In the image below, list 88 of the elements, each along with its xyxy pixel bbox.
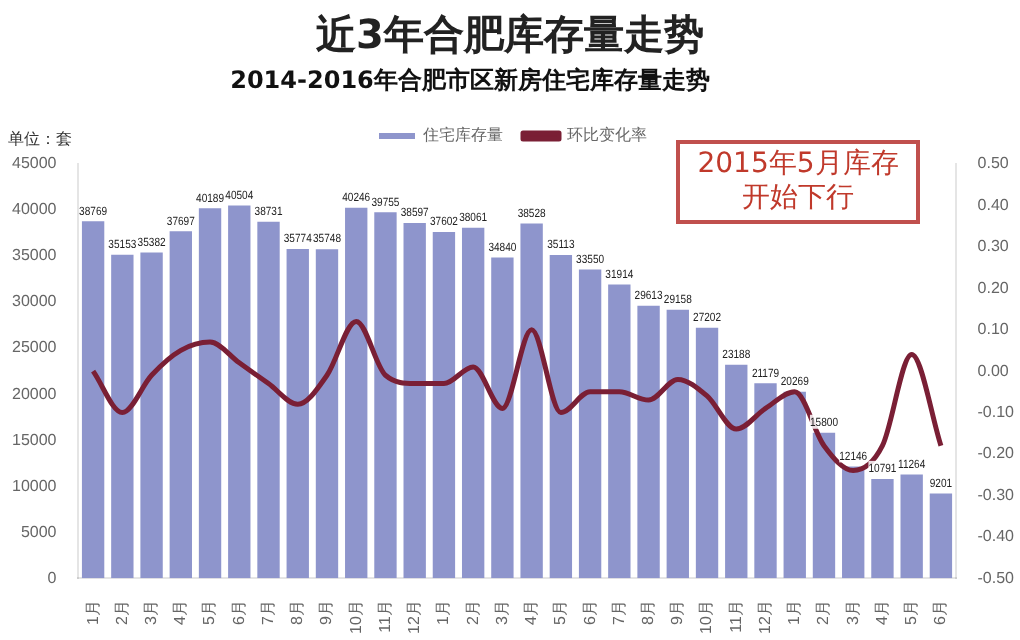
x-tick-label: 7月 <box>609 600 628 626</box>
x-tick-label: 5月 <box>551 600 570 626</box>
x-tick-label: 3月 <box>843 600 862 626</box>
y2-tick-label: -0.30 <box>977 485 1016 504</box>
y2-tick-label: 0.00 <box>977 361 1010 380</box>
bar <box>549 255 573 579</box>
bar <box>608 284 631 579</box>
x-tick-label: 3月 <box>141 600 160 626</box>
x-tick-label: 2月 <box>814 600 833 626</box>
bar <box>491 257 514 579</box>
y-tick-label: 20000 <box>11 384 58 403</box>
x-tick-label: 9月 <box>668 600 687 626</box>
x-tick-label: 2月 <box>463 600 482 626</box>
bar <box>520 223 543 579</box>
bar <box>725 364 748 579</box>
chart-title: 近3年合肥库存量走势 <box>314 8 706 62</box>
y-tick-label: 10000 <box>11 476 58 495</box>
y2-tick-label: 0.20 <box>977 278 1010 297</box>
bar <box>871 478 894 579</box>
y-tick-label: 35000 <box>11 246 58 265</box>
y-tick-label: 40000 <box>11 200 58 219</box>
y-tick-label: 25000 <box>11 338 58 357</box>
bar <box>374 212 397 579</box>
bar <box>578 269 602 579</box>
x-tick-label: 9月 <box>317 600 336 626</box>
y2-tick-label: 0.40 <box>977 195 1010 214</box>
legend-label: 环比变化率 <box>567 126 647 145</box>
bar <box>900 474 923 579</box>
x-tick-label: 7月 <box>258 600 277 626</box>
x-tick-label: 6月 <box>229 600 248 626</box>
x-tick-label: 6月 <box>580 600 599 626</box>
bar <box>111 254 134 579</box>
x-tick-label: 4月 <box>171 600 190 626</box>
x-tick-label: 11月 <box>375 600 394 633</box>
line-series <box>90 318 944 474</box>
bar <box>198 208 222 579</box>
bar <box>140 252 163 579</box>
x-tick-label: 6月 <box>931 600 950 626</box>
bar <box>432 232 456 579</box>
x-tick-label: 1月 <box>434 600 453 626</box>
y2-tick-label: -0.10 <box>977 402 1016 421</box>
x-tick-label: 5月 <box>200 600 219 626</box>
legend-label: 住宅库存量 <box>423 126 503 145</box>
x-tick-label: 4月 <box>872 600 891 626</box>
x-tick-label: 4月 <box>522 600 541 626</box>
bar <box>257 221 280 579</box>
x-tick-label: 10月 <box>697 600 716 635</box>
y-tick-label: 5000 <box>20 522 58 541</box>
bar <box>637 305 660 579</box>
bar <box>812 432 836 579</box>
x-tick-label: 1月 <box>785 600 804 626</box>
y2-tick-label: 0.50 <box>977 154 1010 173</box>
y-tick-label: 15000 <box>11 430 58 449</box>
bar <box>666 309 689 579</box>
bar <box>345 207 368 579</box>
chart-subtitle: 2014-2016年合肥市区新房住宅库存量走势 <box>228 64 712 98</box>
annotation: 2015年5月库存开始下行 <box>676 140 920 224</box>
y2-tick-label: 0.30 <box>977 237 1010 256</box>
x-tick-label: 2月 <box>112 600 131 626</box>
y-tick-label: 30000 <box>11 292 58 311</box>
bar <box>783 391 806 579</box>
x-tick-label: 11月 <box>726 600 745 633</box>
y2-tick-label: -0.40 <box>977 527 1016 546</box>
bar <box>169 231 192 579</box>
x-tick-label: 3月 <box>492 600 511 626</box>
y-axis-title: 单位：套 <box>8 130 72 149</box>
bar <box>315 249 339 579</box>
y2-tick-label: 0.10 <box>977 320 1010 339</box>
x-tick-label: 12月 <box>405 600 424 635</box>
bar <box>754 383 777 579</box>
bar <box>403 222 426 579</box>
y-tick-label: 45000 <box>11 154 58 173</box>
y2-tick-label: -0.50 <box>977 568 1016 587</box>
bar <box>842 466 865 579</box>
bar <box>695 327 719 579</box>
bar <box>461 227 485 579</box>
bar <box>81 221 105 579</box>
bar <box>929 493 953 579</box>
bar <box>228 205 251 579</box>
y-tick-label: 0 <box>47 568 58 587</box>
x-tick-label: 12月 <box>755 600 774 635</box>
x-tick-label: 10月 <box>346 600 365 635</box>
bar <box>286 248 309 579</box>
x-tick-label: 8月 <box>638 600 657 626</box>
x-tick-label: 5月 <box>902 600 921 626</box>
x-tick-label: 1月 <box>83 600 102 626</box>
y2-tick-label: -0.20 <box>977 444 1016 463</box>
x-tick-label: 8月 <box>288 600 307 626</box>
